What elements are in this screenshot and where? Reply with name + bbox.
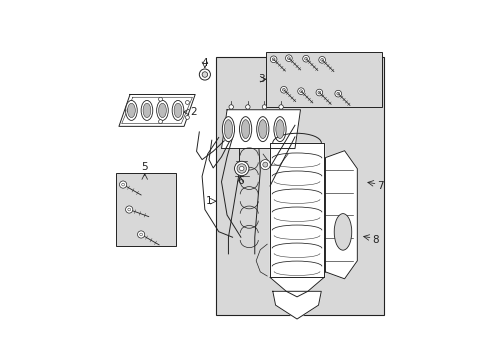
Circle shape bbox=[280, 86, 286, 93]
Polygon shape bbox=[221, 110, 300, 149]
Text: 1: 1 bbox=[206, 196, 212, 206]
Circle shape bbox=[234, 161, 248, 176]
Circle shape bbox=[158, 97, 162, 101]
Circle shape bbox=[237, 164, 246, 173]
Circle shape bbox=[202, 72, 207, 77]
Circle shape bbox=[297, 88, 304, 94]
Circle shape bbox=[262, 105, 266, 109]
Circle shape bbox=[185, 100, 189, 104]
Circle shape bbox=[239, 166, 244, 171]
Ellipse shape bbox=[156, 100, 168, 120]
Polygon shape bbox=[269, 143, 324, 278]
Text: 2: 2 bbox=[190, 107, 196, 117]
Polygon shape bbox=[272, 291, 321, 319]
Circle shape bbox=[158, 120, 162, 123]
Text: 4: 4 bbox=[201, 58, 208, 68]
Bar bbox=[216, 57, 383, 315]
Polygon shape bbox=[269, 278, 324, 297]
Text: 8: 8 bbox=[371, 235, 378, 245]
Circle shape bbox=[302, 55, 309, 62]
Ellipse shape bbox=[273, 117, 285, 141]
Ellipse shape bbox=[224, 120, 232, 139]
Circle shape bbox=[270, 56, 276, 63]
Polygon shape bbox=[119, 94, 195, 126]
Text: 5: 5 bbox=[141, 162, 148, 172]
Circle shape bbox=[199, 69, 210, 80]
Ellipse shape bbox=[141, 100, 152, 120]
Circle shape bbox=[228, 105, 233, 109]
Ellipse shape bbox=[239, 117, 251, 141]
Ellipse shape bbox=[241, 120, 249, 139]
Ellipse shape bbox=[258, 120, 266, 139]
Circle shape bbox=[119, 181, 126, 188]
Circle shape bbox=[127, 108, 131, 112]
Circle shape bbox=[260, 159, 270, 170]
Circle shape bbox=[125, 206, 133, 213]
Circle shape bbox=[137, 231, 144, 238]
Circle shape bbox=[315, 89, 322, 96]
Text: 6: 6 bbox=[237, 176, 243, 186]
Bar bbox=[265, 51, 382, 107]
Circle shape bbox=[262, 162, 267, 167]
Ellipse shape bbox=[143, 103, 150, 118]
Circle shape bbox=[185, 116, 189, 120]
Bar bbox=[116, 174, 175, 246]
Circle shape bbox=[245, 105, 249, 109]
Polygon shape bbox=[325, 151, 357, 279]
Circle shape bbox=[318, 57, 325, 63]
Ellipse shape bbox=[172, 100, 183, 120]
Ellipse shape bbox=[333, 213, 351, 250]
Circle shape bbox=[334, 90, 341, 97]
Ellipse shape bbox=[275, 120, 284, 139]
Text: 3: 3 bbox=[257, 74, 264, 84]
Ellipse shape bbox=[125, 100, 137, 120]
Ellipse shape bbox=[127, 103, 135, 118]
Ellipse shape bbox=[158, 103, 166, 118]
Ellipse shape bbox=[174, 103, 182, 118]
Ellipse shape bbox=[256, 117, 268, 141]
Text: 7: 7 bbox=[376, 181, 383, 191]
Circle shape bbox=[278, 105, 283, 109]
Ellipse shape bbox=[222, 117, 234, 141]
Circle shape bbox=[285, 55, 292, 62]
